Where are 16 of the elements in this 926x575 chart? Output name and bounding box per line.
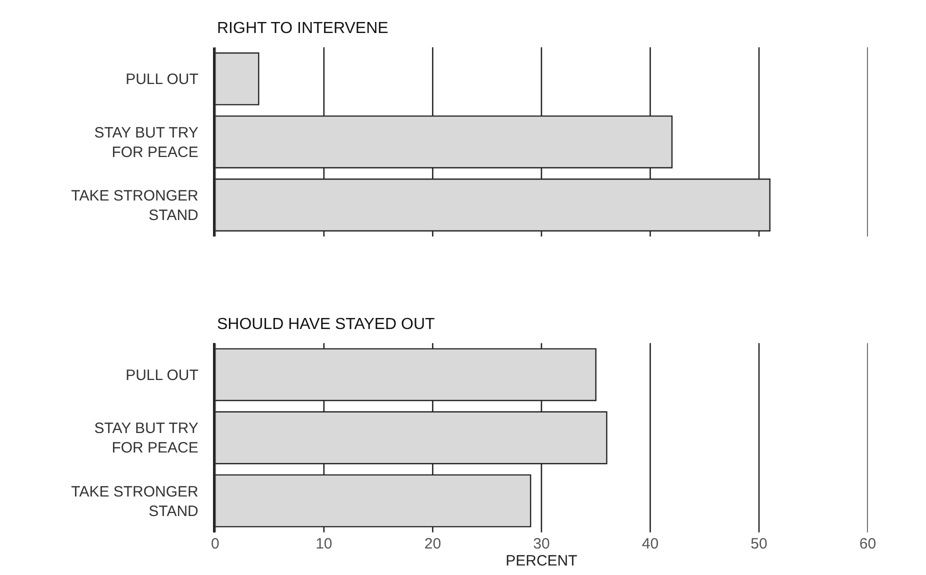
- y-tick-label: TAKE STRONGER STAND: [71, 483, 199, 520]
- y-tick-label: PULL OUT: [126, 71, 198, 88]
- x-tick-label: 20: [424, 535, 442, 552]
- y-tick-label: STAY BUT TRY FOR PEACE: [94, 420, 198, 457]
- x-tick-label: 30: [533, 535, 550, 552]
- x-tick-label: 60: [859, 535, 876, 552]
- x-tick-label: 50: [750, 535, 768, 552]
- y-tick-label: TAKE STRONGER STAND: [71, 187, 199, 224]
- x-axis-title: PERCENT: [506, 552, 578, 570]
- x-tick-label: 0: [210, 535, 220, 552]
- x-tick-label: 10: [316, 535, 332, 552]
- y-tick-label: PULL OUT: [126, 366, 198, 384]
- x-tick-label: 40: [642, 535, 659, 552]
- chart-title: RIGHT TO INTERVENE: [217, 20, 388, 37]
- chart-title: SHOULD HAVE STAYED OUT: [217, 316, 436, 333]
- y-tick-label: STAY BUT TRY FOR PEACE: [94, 124, 198, 161]
